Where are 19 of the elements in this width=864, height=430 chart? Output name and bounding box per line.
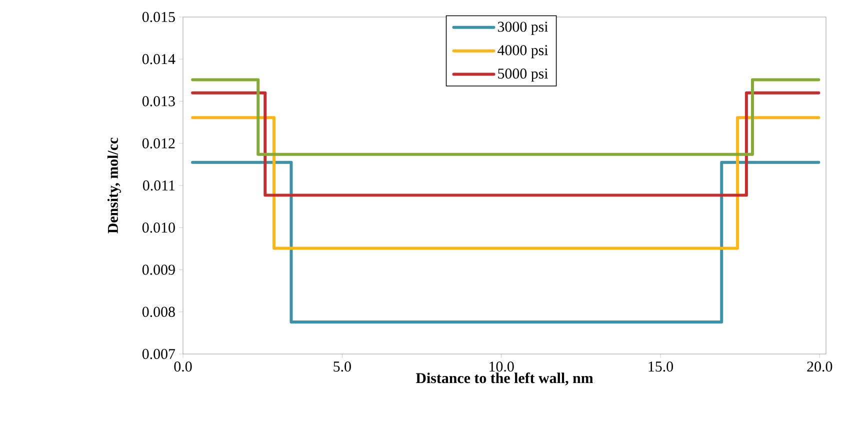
- y-tick-label: 0.010: [142, 222, 175, 233]
- y-tick-label: 0.015: [142, 12, 175, 22]
- y-tick-label: 0.009: [142, 264, 175, 275]
- y-tick-label: 0.013: [142, 96, 175, 106]
- x-tick-label: 0.0: [174, 362, 192, 372]
- y-tick-label: 0.012: [142, 138, 175, 148]
- y-tick-label: 0.011: [142, 180, 175, 191]
- legend-label: 3000 psi: [498, 22, 548, 35]
- x-tick-label: 15.0: [648, 362, 673, 372]
- legend-label: 5000 psi: [498, 68, 548, 82]
- x-tick-label: 5.0: [334, 362, 351, 372]
- y-axis-title: Density, mol/cc: [107, 138, 122, 234]
- y-tick-label: 0.008: [142, 306, 175, 317]
- x-axis-title: Distance to the left wall, nm: [416, 372, 594, 386]
- legend-label: 4000 psi: [498, 45, 548, 58]
- y-tick-label: 0.007: [142, 348, 176, 360]
- y-tick-label: 0.014: [142, 54, 176, 64]
- x-tick-label: 10.0: [490, 362, 514, 372]
- x-tick-label: 20.0: [807, 362, 832, 372]
